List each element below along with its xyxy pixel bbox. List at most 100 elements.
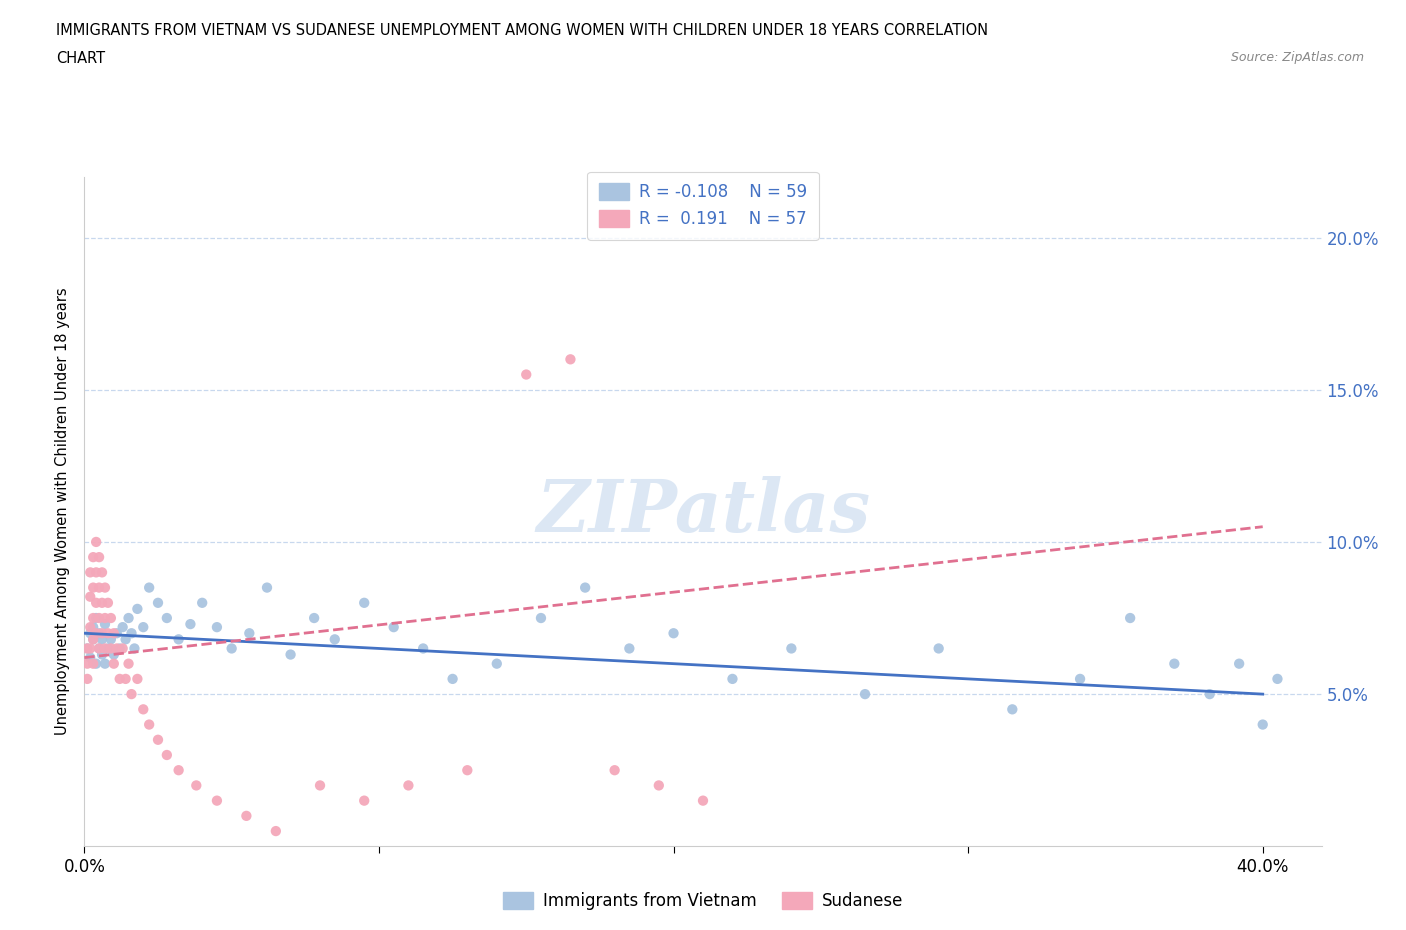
Point [485, 657, 508, 671]
Point [515, 367, 537, 382]
Point [1227, 657, 1250, 671]
Point [82, 580, 104, 595]
Point [574, 580, 596, 595]
Point [1198, 686, 1220, 701]
Point [87, 626, 110, 641]
Y-axis label: Unemployment Among Women with Children Under 18 years: Unemployment Among Women with Children U… [55, 287, 70, 736]
Point [146, 732, 169, 747]
Point [79, 590, 101, 604]
Point [1069, 671, 1091, 686]
Point [103, 626, 125, 641]
Point [87, 580, 110, 595]
Point [108, 641, 131, 656]
Point [87, 641, 110, 656]
Point [105, 641, 128, 656]
Point [111, 641, 134, 656]
Text: IMMIGRANTS FROM VIETNAM VS SUDANESE UNEMPLOYMENT AMONG WOMEN WITH CHILDREN UNDER: IMMIGRANTS FROM VIETNAM VS SUDANESE UNEM… [56, 23, 988, 38]
Point [76, 641, 98, 656]
Point [79, 650, 101, 665]
Point [456, 763, 478, 777]
Point [79, 626, 101, 641]
Point [84, 626, 107, 641]
Point [84, 657, 107, 671]
Point [124, 641, 146, 656]
Point [205, 619, 228, 634]
Point [1267, 671, 1289, 686]
Point [179, 617, 201, 631]
Point [1163, 657, 1185, 671]
Point [94, 611, 117, 626]
Point [1251, 717, 1274, 732]
Point [205, 793, 228, 808]
Point [84, 611, 107, 626]
Point [94, 580, 117, 595]
Point [662, 626, 685, 641]
Text: ZIPatlas: ZIPatlas [536, 476, 870, 547]
Point [94, 617, 117, 631]
Text: Source: ZipAtlas.com: Source: ZipAtlas.com [1230, 51, 1364, 64]
Point [76, 641, 98, 656]
Point [82, 550, 104, 565]
Point [191, 595, 214, 610]
Point [82, 619, 104, 634]
Point [692, 793, 714, 808]
Point [1001, 702, 1024, 717]
Point [87, 641, 110, 656]
Point [91, 595, 114, 610]
Point [127, 602, 149, 617]
Point [221, 641, 243, 656]
Point [100, 631, 122, 646]
Point [396, 778, 419, 793]
Point [264, 824, 287, 839]
Legend: R = -0.108    N = 59, R =  0.191    N = 57: R = -0.108 N = 59, R = 0.191 N = 57 [588, 172, 818, 240]
Point [138, 580, 160, 595]
Point [108, 671, 131, 686]
Point [441, 671, 464, 686]
Point [82, 611, 104, 626]
Point [79, 619, 101, 634]
Point [1119, 611, 1142, 626]
Point [82, 657, 104, 671]
Point [156, 611, 179, 626]
Point [84, 565, 107, 579]
Point [382, 619, 405, 634]
Point [412, 641, 434, 656]
Text: CHART: CHART [56, 51, 105, 66]
Point [302, 611, 325, 626]
Point [132, 619, 155, 634]
Point [114, 671, 136, 686]
Point [100, 641, 122, 656]
Point [235, 808, 257, 823]
Point [121, 626, 143, 641]
Point [648, 778, 671, 793]
Point [121, 686, 143, 701]
Point [619, 641, 641, 656]
Point [103, 657, 125, 671]
Point [323, 631, 346, 646]
Point [76, 657, 98, 671]
Point [156, 748, 179, 763]
Point [146, 595, 169, 610]
Point [256, 580, 278, 595]
Point [84, 535, 107, 550]
Point [97, 595, 120, 610]
Point [353, 595, 375, 610]
Point [100, 611, 122, 626]
Point [79, 641, 101, 656]
Point [105, 626, 128, 641]
Point [117, 611, 139, 626]
Point [167, 631, 190, 646]
Point [238, 626, 260, 641]
Point [82, 631, 104, 646]
Point [76, 671, 98, 686]
Point [721, 671, 744, 686]
Point [97, 626, 120, 641]
Point [87, 611, 110, 626]
Point [603, 763, 626, 777]
Point [560, 352, 582, 366]
Point [87, 550, 110, 565]
Point [94, 641, 117, 656]
Point [97, 641, 120, 656]
Point [111, 619, 134, 634]
Point [91, 565, 114, 579]
